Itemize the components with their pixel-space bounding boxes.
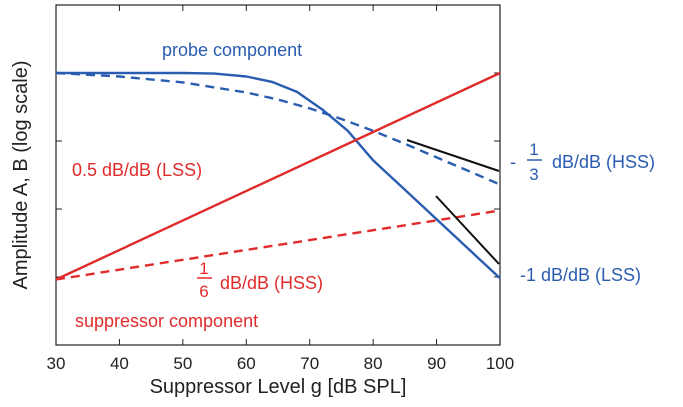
probe-solid-line — [56, 71, 501, 280]
hss-blue-numerator: 1 — [529, 140, 538, 159]
x-axis-ticks: 30 40 50 60 70 80 90 100 — [47, 5, 514, 373]
plot-frame — [55, 4, 501, 346]
x-axis-label: Suppressor Level g [dB SPL] — [150, 376, 407, 398]
x-tick-label: 30 — [47, 354, 66, 373]
slope-marker-lss — [435, 195, 500, 265]
suppressor-dashed-line — [55, 209, 501, 281]
x-tick-label: 70 — [300, 354, 319, 373]
hss-blue-denominator: 3 — [529, 165, 538, 184]
x-tick-label: 90 — [427, 354, 446, 373]
probe-dashed-line — [55, 71, 501, 186]
x-tick-label: 100 — [486, 354, 514, 373]
lss-blue-label: -1 dB/dB (LSS) — [520, 265, 641, 285]
x-tick-label: 60 — [237, 354, 256, 373]
series-lines — [55, 71, 501, 281]
hss-blue-label: dB/dB (HSS) — [552, 152, 655, 172]
x-tick-label: 40 — [110, 354, 129, 373]
suppressor-component-label: suppressor component — [75, 311, 258, 331]
slope-marker-hss — [406, 139, 500, 172]
probe-component-label: probe component — [162, 40, 302, 60]
x-tick-label: 50 — [173, 354, 192, 373]
hss-red-numerator: 1 — [199, 259, 208, 278]
hss-red-denominator: 6 — [199, 282, 208, 301]
hss-red-label: dB/dB (HSS) — [220, 273, 323, 293]
lss-red-label: 0.5 dB/dB (LSS) — [72, 160, 202, 180]
suppressor-solid-line — [55, 71, 501, 281]
slope-markers — [406, 139, 500, 265]
x-tick-label: 80 — [364, 354, 383, 373]
y-axis-label: Amplitude A, B (log scale) — [10, 61, 32, 290]
hss-blue-minus: - — [510, 152, 516, 172]
